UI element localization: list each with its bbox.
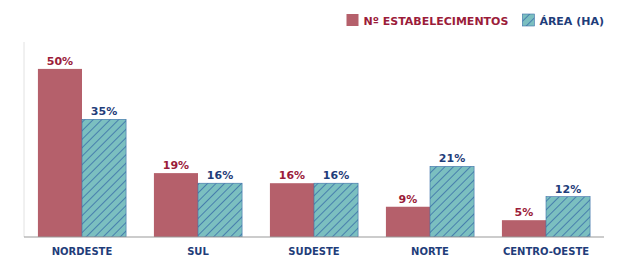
bar: [154, 173, 198, 237]
bars: [38, 69, 590, 237]
legend-swatch: [347, 14, 359, 26]
legend-item: ÁREA (HA): [522, 14, 604, 28]
x-axis-line: [24, 237, 604, 238]
x-tick-label: SUL: [187, 246, 209, 257]
chart: 50% 19% 16% 9% 5% 35% 16% 16% 21% 12% NORDESTE SUL S…: [0, 0, 624, 279]
legend-swatch: [522, 14, 534, 26]
data-label: 16%: [207, 169, 233, 182]
bar: [546, 197, 590, 237]
data-label: 5%: [515, 206, 534, 219]
bar: [38, 69, 82, 237]
x-tick-label: NORTE: [411, 246, 449, 257]
bar: [314, 183, 358, 237]
x-tick-label: SUDESTE: [288, 246, 339, 257]
legend-label: Nº ESTABELECIMENTOS: [364, 15, 509, 28]
bar: [502, 220, 546, 237]
legend: Nº ESTABELECIMENTOS ÁREA (HA): [347, 14, 605, 28]
legend-item: Nº ESTABELECIMENTOS: [347, 14, 509, 28]
data-label: 21%: [439, 152, 465, 165]
legend-label: ÁREA (HA): [539, 15, 604, 28]
bar: [270, 183, 314, 237]
data-label: 35%: [91, 105, 117, 118]
data-label: 16%: [279, 169, 305, 182]
data-label: 50%: [47, 55, 73, 68]
x-tick-label: NORDESTE: [52, 246, 113, 257]
data-label: 19%: [163, 159, 189, 172]
bar: [386, 207, 430, 237]
bar: [82, 119, 126, 237]
data-labels: 50% 19% 16% 9% 5% 35% 16% 16% 21% 12%: [47, 55, 581, 219]
y-range-line: [24, 42, 25, 237]
data-label: 16%: [323, 169, 349, 182]
bar: [430, 166, 474, 237]
data-label: 12%: [555, 183, 581, 196]
x-tick-label: CENTRO-OESTE: [503, 246, 589, 257]
bar: [198, 183, 242, 237]
data-label: 9%: [399, 193, 418, 206]
